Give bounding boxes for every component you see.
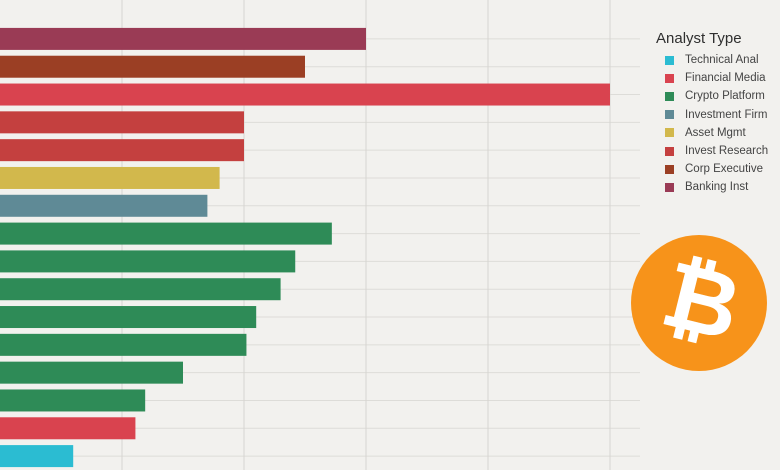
legend-entry: Crypto Platform bbox=[656, 87, 768, 105]
bitcoin-icon-circle bbox=[631, 235, 767, 371]
bar bbox=[0, 111, 244, 134]
legend-entry: Corp Executive bbox=[656, 160, 768, 178]
bar bbox=[0, 417, 136, 440]
legend-entry: Financial Media bbox=[656, 69, 768, 87]
bitcoin-icon: ₿ bbox=[631, 235, 767, 371]
bar bbox=[0, 445, 74, 468]
legend-swatch bbox=[665, 128, 674, 138]
bar bbox=[0, 361, 183, 384]
bar bbox=[0, 222, 332, 245]
legend-swatch bbox=[665, 91, 674, 101]
legend-label: Banking Inst bbox=[685, 181, 749, 194]
legend-label: Financial Media bbox=[685, 72, 766, 85]
bar bbox=[0, 139, 244, 162]
legend-swatch bbox=[665, 164, 674, 174]
legend-swatch bbox=[665, 73, 674, 83]
legend-swatch bbox=[665, 182, 674, 192]
bar bbox=[0, 306, 257, 329]
legend-label: Investment Firm bbox=[685, 108, 768, 121]
legend-label: Corp Executive bbox=[685, 163, 763, 176]
bar bbox=[0, 194, 208, 217]
legend-entry: Banking Inst bbox=[656, 178, 768, 196]
legend-entries: Technical Anal Financial Media Crypto Plat… bbox=[656, 51, 768, 197]
bar bbox=[0, 55, 305, 78]
legend-entry: Asset Mgmt bbox=[656, 124, 768, 142]
legend-entry: Invest Research bbox=[656, 142, 768, 160]
bar bbox=[0, 278, 281, 301]
bar bbox=[0, 333, 247, 356]
legend-label: Invest Research bbox=[685, 145, 769, 158]
legend-entry: Technical Anal bbox=[656, 51, 768, 69]
legend-label: Asset Mgmt bbox=[685, 126, 746, 139]
legend-swatch bbox=[665, 146, 674, 156]
legend-title: Analyst Type bbox=[656, 30, 742, 47]
bar bbox=[0, 27, 366, 50]
bar bbox=[0, 389, 146, 412]
legend-swatch bbox=[665, 110, 674, 120]
bar bbox=[0, 250, 296, 273]
bar bbox=[0, 83, 610, 106]
legend-label: Crypto Platform bbox=[685, 90, 765, 103]
bar bbox=[0, 166, 220, 189]
legend-label: Technical Anal bbox=[685, 54, 759, 67]
legend-swatch bbox=[665, 55, 674, 65]
legend: Analyst Type Technical Anal Financial Med… bbox=[656, 30, 768, 197]
legend-entry: Investment Firm bbox=[656, 106, 768, 124]
